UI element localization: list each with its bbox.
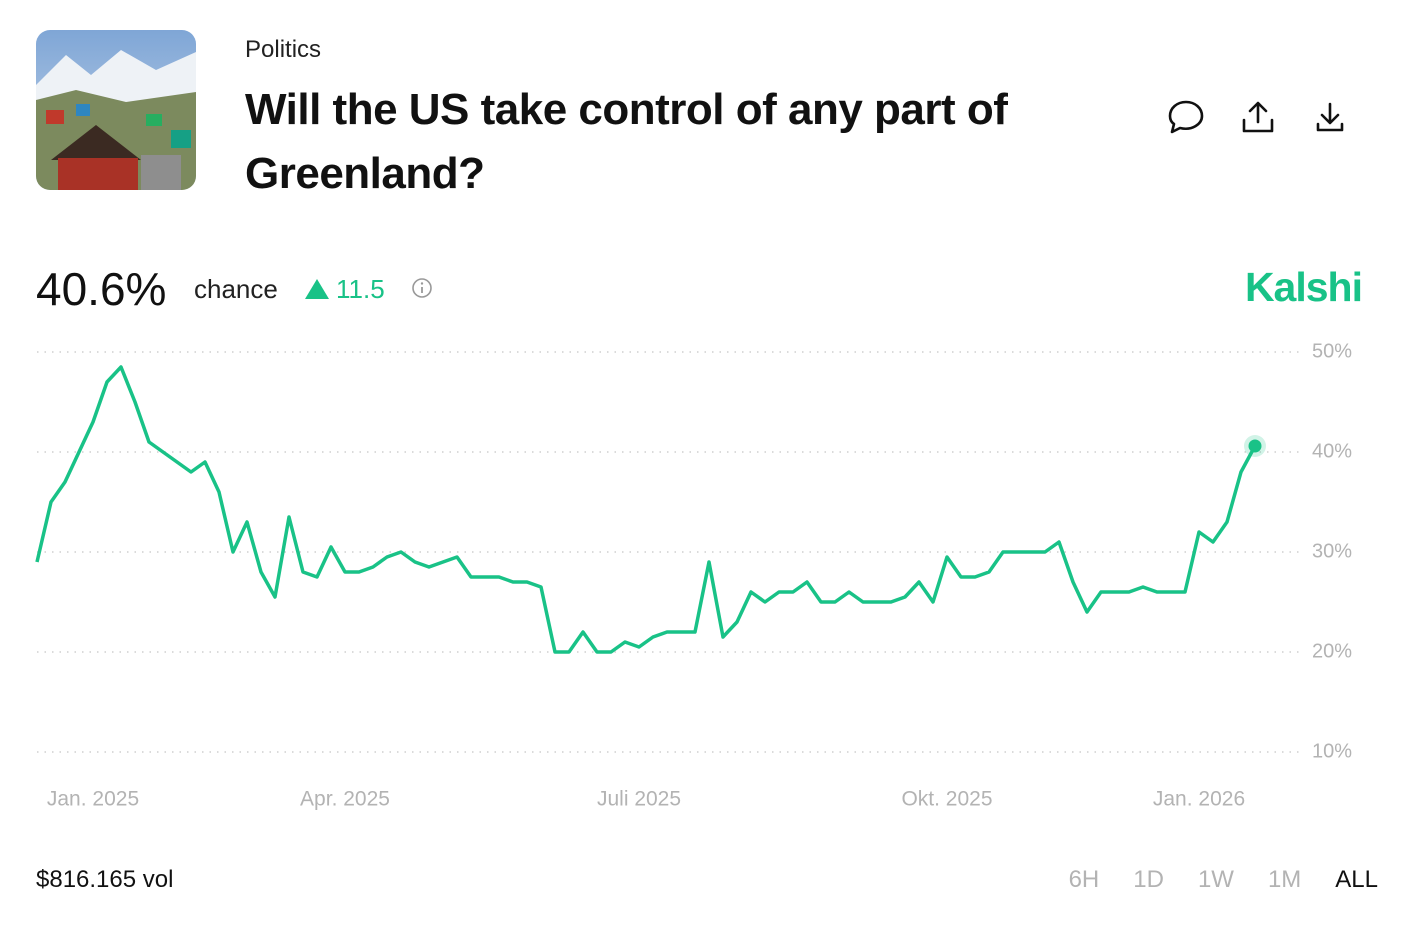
range-selector: 6H 1D 1W 1M ALL: [1069, 866, 1378, 894]
y-tick-label: 20%: [1312, 640, 1352, 662]
x-tick-label: Juli 2025: [597, 788, 681, 811]
x-tick-label: Jan. 2026: [1153, 788, 1245, 811]
x-tick-label: Okt. 2025: [901, 788, 992, 811]
y-tick-label: 40%: [1312, 440, 1352, 462]
x-tick-label: Apr. 2025: [300, 788, 390, 811]
end-point: [1248, 439, 1262, 453]
range-button[interactable]: 6H: [1068, 866, 1100, 893]
thumbnail: [36, 30, 196, 190]
y-tick-label: 30%: [1312, 540, 1352, 562]
download-icon[interactable]: [1316, 102, 1344, 132]
volume: $816.165 vol: [36, 866, 174, 893]
info-icon[interactable]: [411, 277, 433, 299]
market-title: Will the US take control of any part of …: [245, 85, 1008, 198]
chance-label: chance: [194, 274, 278, 304]
line: [35, 365, 1257, 654]
range-button[interactable]: 1W: [1197, 866, 1234, 893]
share-icon[interactable]: [1242, 101, 1274, 133]
up-arrow: [305, 279, 329, 299]
brand: Kalshi: [1244, 264, 1363, 310]
chance-value: 40.6%: [36, 263, 167, 315]
category: Politics: [245, 36, 322, 63]
change: 11.5: [336, 274, 385, 304]
x-tick-label: Jan. 2025: [47, 788, 139, 811]
y-tick-label: 50%: [1312, 340, 1352, 362]
range-button[interactable]: 1D: [1133, 866, 1164, 893]
chart: 10% 20% 30% 40% 50% Jan. 2025 Apr. 2025 Juli 20…: [35, 340, 1352, 811]
range-button[interactable]: 1M: [1267, 866, 1302, 893]
y-tick-label: 10%: [1312, 740, 1352, 762]
range-button[interactable]: ALL: [1335, 866, 1378, 893]
actions: [1168, 100, 1344, 134]
comment-icon[interactable]: [1168, 100, 1204, 134]
